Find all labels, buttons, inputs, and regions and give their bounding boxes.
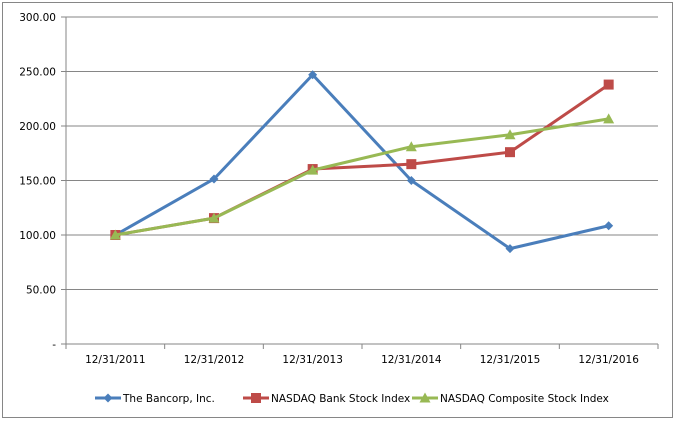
legend-item: NASDAQ Bank Stock Index	[243, 393, 410, 405]
y-tick-label: 50.00	[26, 285, 56, 297]
square-marker-icon	[603, 79, 614, 90]
x-tick-label: 12/31/2014	[381, 354, 442, 366]
x-tick-label: 12/31/2012	[184, 354, 245, 366]
diamond-marker-icon	[308, 70, 318, 80]
y-tick-label: 300.00	[19, 12, 56, 24]
legend-item: NASDAQ Composite Stock Index	[412, 392, 609, 405]
x-tick-label: 12/31/2015	[480, 354, 541, 366]
x-tick-label: 12/31/2011	[85, 354, 146, 366]
legend-item: The Bancorp, Inc.	[95, 393, 215, 405]
square-marker-icon	[406, 159, 417, 170]
y-tick-label: 250.00	[19, 67, 56, 79]
square-marker-icon	[251, 393, 261, 403]
triangle-marker-icon	[603, 113, 615, 124]
gridlines	[61, 16, 658, 345]
x-tick-label: 12/31/2016	[578, 354, 639, 366]
triangle-marker-icon	[405, 141, 417, 152]
diamond-marker-icon	[505, 244, 515, 254]
y-tick-label: 200.00	[19, 121, 56, 133]
square-marker-icon	[505, 147, 515, 158]
diamond-marker-icon	[209, 174, 219, 184]
series-2	[109, 113, 615, 240]
y-tick-label: 150.00	[19, 176, 56, 188]
triangle-marker-icon	[109, 229, 121, 240]
triangle-marker-icon	[504, 129, 516, 140]
diamond-marker-icon	[406, 176, 416, 185]
x-tick-label: 12/31/2013	[282, 354, 343, 366]
series-0	[110, 70, 614, 254]
legend-label: NASDAQ Bank Stock Index	[271, 393, 410, 405]
y-tick-label: 100.00	[19, 230, 56, 242]
legend-label: The Bancorp, Inc.	[122, 393, 215, 405]
diamond-marker-icon	[604, 221, 614, 231]
diamond-marker-icon	[103, 393, 113, 403]
triangle-marker-icon	[208, 212, 220, 223]
y-tick-label: -	[52, 339, 56, 351]
triangle-marker-icon	[419, 392, 431, 403]
legend-label: NASDAQ Composite Stock Index	[440, 393, 609, 405]
triangle-marker-icon	[307, 164, 319, 175]
